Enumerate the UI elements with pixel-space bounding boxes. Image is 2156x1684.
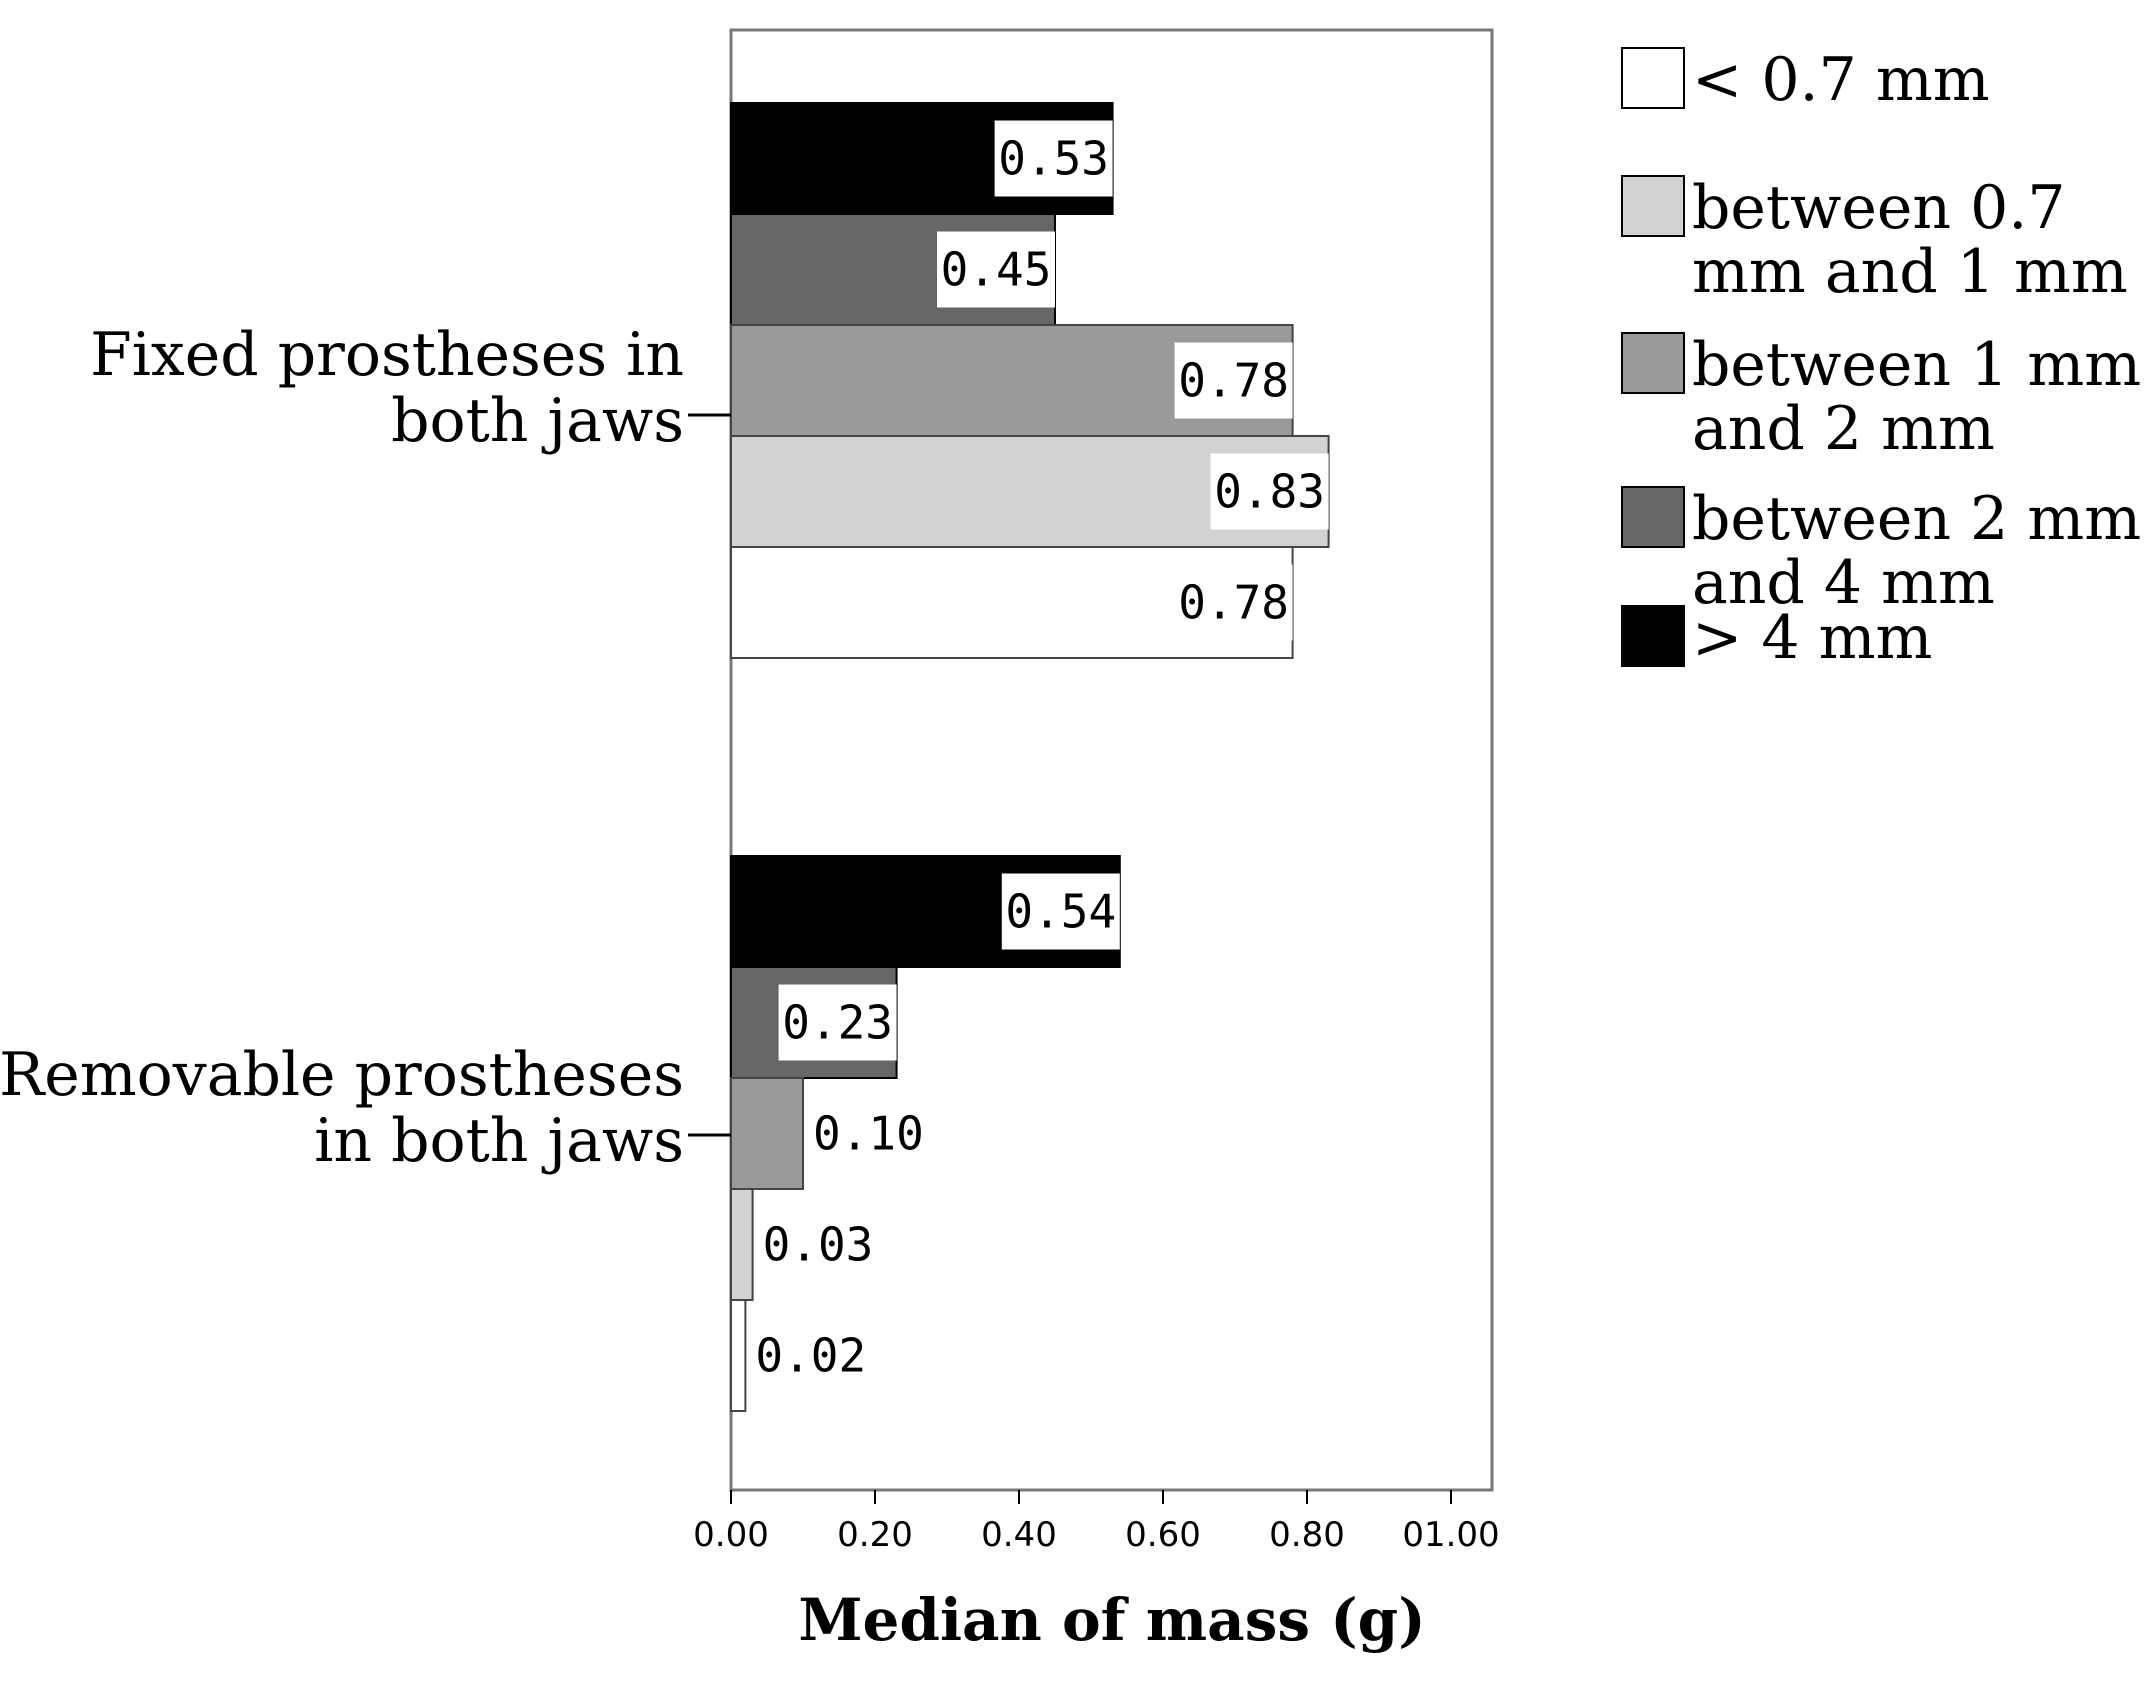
data-label-0-4: 0.78 xyxy=(1178,576,1289,630)
legend-label-4: > 4 mm xyxy=(1692,603,1932,673)
data-label-box-0-0 xyxy=(994,120,1113,197)
data-label-box-0-3 xyxy=(1210,453,1329,530)
legend-swatch-1 xyxy=(1621,175,1685,237)
category-label-1: Removable prostheses in both jaws xyxy=(0,1040,684,1176)
data-label-box-1-1 xyxy=(778,984,897,1061)
data-label-0-1: 0.45 xyxy=(941,243,1052,297)
legend-label-0: < 0.7 mm xyxy=(1692,45,1990,115)
x-tick-label-0: 0.00 xyxy=(693,1515,769,1555)
legend-swatch-4 xyxy=(1621,605,1685,667)
x-tick-label-5: 01.00 xyxy=(1402,1515,1499,1555)
legend-label-3: between 2 mm and 4 mm xyxy=(1692,484,2141,618)
data-labels-group: 0.53 0.54 0.45 0.23 0.78 0.10 0.83 0.03 0.78 0.02 xyxy=(755,120,1329,1383)
legend-swatch-3 xyxy=(1621,486,1685,548)
legend-label-1: between 0.7 mm and 1 mm xyxy=(1692,173,2128,307)
data-label-0-0: 0.53 xyxy=(998,132,1109,186)
data-label-box-0-1 xyxy=(937,231,1055,308)
bar-1-4 xyxy=(730,1299,747,1412)
data-label-1-4: 0.02 xyxy=(755,1329,866,1383)
data-label-box-0-2 xyxy=(1174,342,1293,419)
data-label-1-1: 0.23 xyxy=(782,996,893,1050)
data-label-1-0: 0.54 xyxy=(1005,885,1116,939)
x-tick-label-2: 0.40 xyxy=(981,1515,1057,1555)
data-label-1-2: 0.10 xyxy=(813,1107,924,1161)
data-label-box-1-0 xyxy=(1001,873,1120,950)
legend-swatch-2 xyxy=(1621,332,1685,394)
legend-label-2: between 1 mm and 2 mm xyxy=(1692,330,2141,464)
x-tick-label-1: 0.20 xyxy=(837,1515,913,1555)
data-label-box-0-4 xyxy=(1174,564,1293,641)
x-axis: 0.00 0.20 0.40 0.60 0.80 01.00 xyxy=(693,1490,1500,1555)
x-tick-label-4: 0.80 xyxy=(1269,1515,1345,1555)
legend: < 0.7 mm between 0.7 mm and 1 mm between 1 … xyxy=(1621,45,2141,673)
bar-1-3 xyxy=(730,1188,754,1301)
x-axis-title: Median of mass (g) xyxy=(798,1586,1425,1654)
data-label-0-3: 0.83 xyxy=(1214,465,1325,519)
x-tick-label-3: 0.60 xyxy=(1125,1515,1201,1555)
category-label-0: Fixed prostheses in both jaws xyxy=(90,320,684,456)
bar-1-2 xyxy=(730,1077,804,1190)
data-label-1-3: 0.03 xyxy=(763,1218,874,1272)
legend-swatch-0 xyxy=(1621,47,1685,109)
y-axis: Fixed prostheses in both jaws Removable pr… xyxy=(0,320,731,1176)
data-label-0-2: 0.78 xyxy=(1178,354,1289,408)
